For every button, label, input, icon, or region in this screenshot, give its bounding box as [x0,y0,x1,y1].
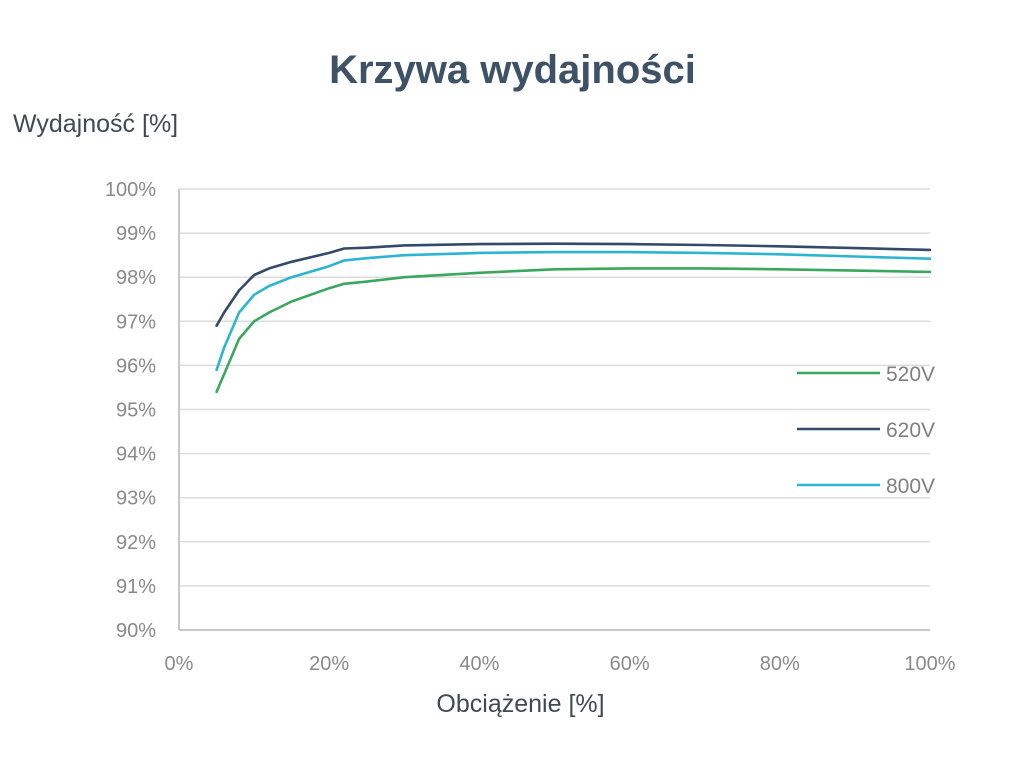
x-tick-label: 20% [309,653,349,675]
y-tick-label: 94% [116,444,156,466]
x-tick-label: 80% [760,653,800,675]
chart-title: Krzywa wydajności [329,48,696,92]
series-line-620v [215,242,932,327]
y-tick-label: 97% [116,311,156,333]
y-tick-label: 90% [116,620,156,642]
y-tick-label: 91% [116,576,156,598]
y-tick-label: 93% [116,488,156,510]
legend-label: 800V [886,475,935,498]
y-tick-label: 92% [116,532,156,554]
y-tick-label: 95% [116,400,156,422]
x-tick-label: 100% [904,653,955,675]
legend-label: 620V [886,419,935,442]
series-line-520v [215,267,932,394]
y-tick-label: 96% [116,355,156,377]
x-tick-label: 0% [165,653,194,675]
y-tick-label: 98% [116,267,156,289]
series-line-800v [215,250,932,372]
y-tick-label: 99% [116,223,156,245]
x-axis-title: Obciążenie [%] [436,690,605,718]
x-tick-label: 60% [610,653,650,675]
y-tick-label: 100% [105,179,156,201]
x-tick-label: 40% [459,653,499,675]
legend-label: 520V [886,363,935,386]
y-axis-title: Wydajność [%] [13,110,179,138]
